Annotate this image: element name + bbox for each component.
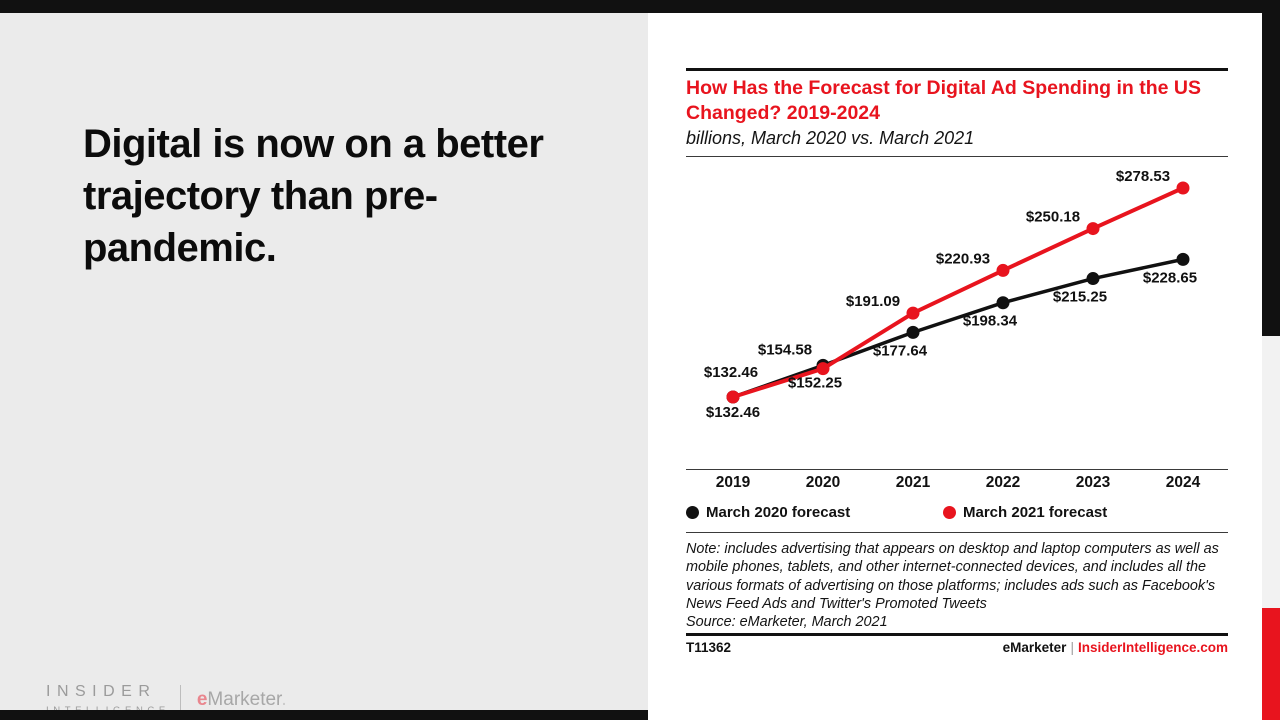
subtitle-rule [686, 156, 1228, 157]
chart-footer: T11362 eMarketer | InsiderIntelligence.com [686, 640, 1228, 655]
chart-source: Source: eMarketer, March 2021 [686, 614, 888, 631]
right-edge-strip [1262, 13, 1280, 720]
chart-panel: How Has the Forecast for Digital Ad Spen… [648, 13, 1262, 720]
emarketer-logo-e: e [196, 688, 208, 710]
data-label: $220.93 [936, 250, 990, 267]
headline: Digital is now on a better trajectory th… [83, 122, 544, 270]
data-point [906, 325, 920, 339]
data-point [1086, 222, 1100, 236]
strip-gray-segment [1262, 336, 1280, 608]
emarketer-logo-dot: . [281, 688, 287, 710]
data-point [906, 306, 920, 320]
chart-footer-right: eMarketer | InsiderIntelligence.com [1003, 640, 1228, 655]
footer-brand: eMarketer [1002, 640, 1067, 655]
chart-legend: March 2020 forecast March 2021 forecast [686, 504, 1228, 522]
legend-label: March 2020 forecast [706, 504, 851, 521]
emarketer-logo: eMarketer. [197, 689, 287, 711]
data-label: $228.65 [1143, 269, 1197, 286]
legend-item-march-2020-forecast: March 2020 forecast [686, 504, 850, 521]
x-axis-label: 2022 [985, 474, 1021, 491]
x-axis-label: 2021 [895, 474, 931, 491]
line-chart: $132.46$154.58 $177.64$198.34$215.25$228.… [704, 168, 1197, 421]
insider-logo-text: INSIDER [46, 683, 157, 700]
x-axis-line [686, 469, 1228, 470]
footer-divider: | [1070, 640, 1074, 655]
x-axis-label: 2019 [715, 474, 751, 491]
legend-label: March 2021 forecast [963, 504, 1108, 521]
x-axis-label: 2024 [1165, 474, 1201, 491]
data-point [996, 263, 1010, 277]
legend-rule [686, 532, 1228, 533]
footer-rule [686, 633, 1228, 636]
x-axis-label: 2023 [1075, 474, 1111, 491]
data-point [996, 296, 1010, 310]
data-point [1086, 272, 1100, 286]
data-label: $132.46 [706, 404, 760, 421]
data-point [1176, 252, 1190, 266]
data-label: $152.25 [788, 375, 842, 392]
data-label: $215.25 [1053, 289, 1107, 306]
top-rule [686, 68, 1228, 71]
strip-red-segment [1262, 608, 1280, 720]
chart-note: Note: includes advertising that appears … [686, 541, 1219, 612]
legend-item-march-2021-forecast: March 2021 forecast [943, 504, 1107, 521]
data-label: $191.09 [846, 293, 900, 310]
data-label: $250.18 [1026, 209, 1080, 226]
strip-black-segment [1262, 13, 1280, 336]
chart-subtitle: billions, March 2020 vs. March 2021 [686, 128, 975, 148]
left-panel: Digital is now on a better trajectory th… [0, 13, 648, 716]
data-point [1176, 181, 1190, 195]
top-black-bar [0, 0, 1280, 13]
legend-dot-black [686, 506, 699, 519]
chart-id: T11362 [686, 640, 732, 655]
chart-title: How Has the Forecast for Digital Ad Spen… [686, 77, 1201, 124]
series-line-march-2021-forecast [732, 186, 1184, 399]
data-label: $278.53 [1116, 168, 1170, 185]
brand-divider [179, 684, 181, 715]
data-label: $177.64 [873, 342, 928, 359]
legend-dot-red [943, 506, 956, 519]
data-label: $132.46 [704, 364, 758, 381]
x-axis-label: 2020 [805, 474, 841, 491]
note-block: Note: includes advertising that appears … [686, 540, 1236, 631]
series-line-march-2020-forecast [732, 257, 1184, 399]
emarketer-logo-rest: Marketer [207, 688, 282, 710]
footer-site-link: InsiderIntelligence.com [1077, 640, 1228, 655]
data-label: $198.34 [963, 313, 1018, 330]
x-axis-labels: 2019 2020 2021 2022 2023 2024 [686, 474, 1228, 494]
bottom-black-bar [0, 710, 648, 720]
data-point [816, 362, 830, 376]
data-point [726, 390, 740, 404]
data-label: $154.58 [758, 341, 812, 358]
